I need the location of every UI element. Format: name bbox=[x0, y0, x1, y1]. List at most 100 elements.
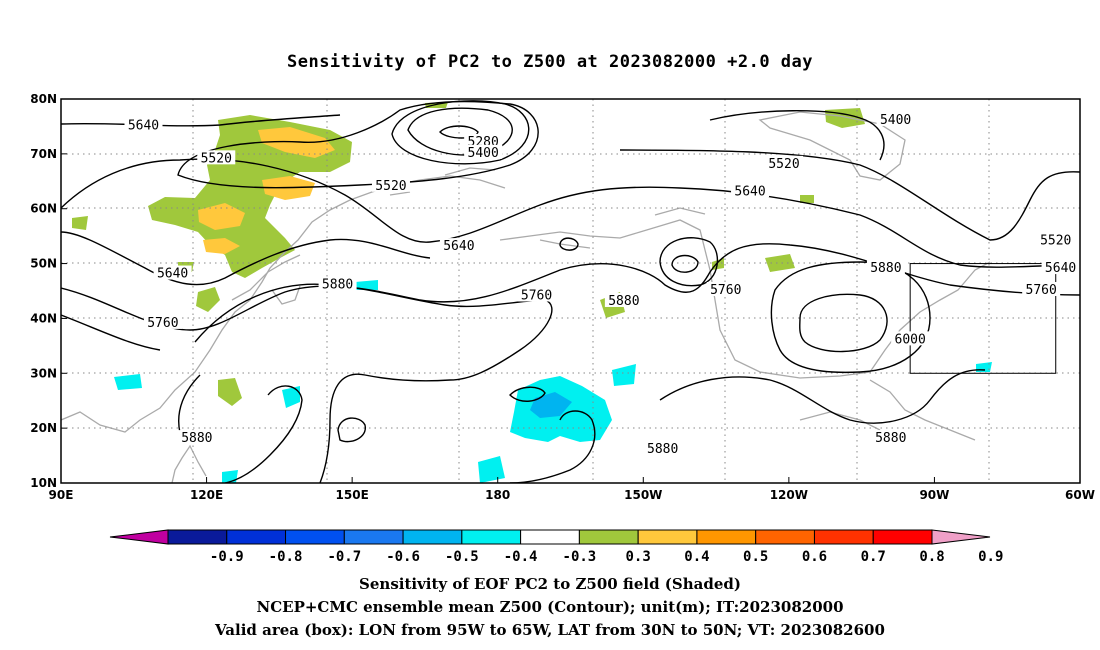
contour-label-bg bbox=[706, 282, 745, 296]
contour-label-bg bbox=[124, 117, 163, 132]
colorbar-swatch bbox=[755, 529, 815, 545]
lon-tick-label: 60W bbox=[1065, 488, 1095, 502]
lon-tick-label: 120E bbox=[190, 488, 223, 502]
contour-label-bg bbox=[177, 430, 216, 445]
lat-tick-label: 70N bbox=[30, 147, 57, 161]
contour-label-bg bbox=[876, 111, 915, 126]
lon-tick-label: 150E bbox=[336, 488, 369, 502]
figure-title: Sensitivity of PC2 to Z500 at 2023082000… bbox=[287, 52, 813, 72]
contour-label: 5520 bbox=[768, 157, 799, 172]
lat-tick-label: 30N bbox=[30, 366, 57, 380]
colorbar-label: 0.4 bbox=[684, 549, 709, 565]
positive-sensitivity-area bbox=[765, 254, 795, 272]
colorbar-swatch bbox=[813, 529, 874, 545]
contour-label: 5400 bbox=[468, 146, 499, 161]
contour-5400 bbox=[407, 107, 513, 156]
colorbar: -0.9 -0.8 -0.7 -0.6 -0.5 -0.4 -0.3 0.3 0.4 0.5 0.6… bbox=[109, 529, 1003, 565]
contour-label-bg bbox=[604, 292, 643, 307]
contour-5880 bbox=[659, 369, 986, 424]
map-frame bbox=[60, 98, 1081, 484]
contour-label-bg bbox=[517, 287, 556, 302]
contour-label: 5400 bbox=[880, 113, 911, 128]
lon-tick-label: 90W bbox=[919, 488, 949, 502]
colorbar-label: -0.4 bbox=[504, 549, 538, 565]
contour-5400 bbox=[391, 100, 530, 165]
negative-sensitivity-area bbox=[478, 456, 505, 483]
contour-5640 bbox=[61, 231, 431, 286]
contour-5880 bbox=[770, 261, 931, 374]
colorbar-swatch bbox=[637, 529, 698, 545]
contour-5280 bbox=[439, 125, 479, 139]
positive-sensitivity-area bbox=[148, 115, 352, 278]
colorbar-label: 0.8 bbox=[919, 549, 944, 565]
colorbar-label: -0.3 bbox=[563, 549, 597, 565]
contour-5880 bbox=[509, 410, 596, 483]
contour-label: 5760 bbox=[710, 283, 741, 298]
contour-5880 bbox=[224, 385, 303, 483]
positive-sensitivity-area bbox=[218, 378, 242, 406]
colorbar-swatch bbox=[343, 529, 404, 545]
contour-label: 5760 bbox=[147, 316, 178, 331]
valid-area-box bbox=[909, 263, 1057, 374]
contour-label-bg bbox=[464, 133, 503, 148]
contour-label-bg bbox=[866, 260, 905, 275]
lon-tick-label: 120W bbox=[770, 488, 808, 502]
contour-label: 5880 bbox=[608, 294, 639, 309]
contour-closed-low bbox=[659, 237, 719, 287]
contour-label: 5880 bbox=[322, 278, 353, 293]
contour-closed-low bbox=[559, 237, 579, 251]
contour-label-bg bbox=[1036, 232, 1075, 247]
contour-label-bg bbox=[871, 430, 910, 445]
contour-label: 5640 bbox=[734, 184, 765, 199]
caption-line-3: Valid area (box): LON from 95W to 65W, L… bbox=[214, 621, 885, 639]
contour-label: 5760 bbox=[521, 288, 552, 303]
colorbar-min-triangle bbox=[109, 529, 169, 545]
lat-tick-label: 50N bbox=[30, 257, 57, 271]
colorbar-swatch bbox=[696, 529, 757, 545]
colorbar-label: -0.6 bbox=[386, 549, 420, 565]
contour-5640 bbox=[61, 114, 341, 127]
lat-tick-label: 40N bbox=[30, 311, 57, 325]
colorbar-label: 0.5 bbox=[743, 549, 768, 565]
contour-label-bg bbox=[731, 183, 770, 198]
contour-label: 5520 bbox=[1040, 234, 1071, 249]
colorbar-label: -0.5 bbox=[445, 549, 479, 565]
colorbar-label: 0.6 bbox=[802, 549, 827, 565]
colorbar-label: 0.3 bbox=[626, 549, 651, 565]
colorbar-label: -0.9 bbox=[210, 549, 244, 565]
contour-label: 5640 bbox=[443, 239, 474, 254]
colorbar-label: -0.7 bbox=[327, 549, 361, 565]
negative-sensitivity-area bbox=[612, 364, 636, 386]
contour-label: 5880 bbox=[875, 431, 906, 446]
lat-tick-label: 10N bbox=[30, 476, 57, 490]
contour-label-bg bbox=[318, 276, 357, 291]
lat-tick-label: 20N bbox=[30, 421, 57, 435]
contour-5880 bbox=[337, 417, 366, 443]
lat-tick-label: 60N bbox=[30, 202, 57, 216]
contour-5760 bbox=[61, 243, 1080, 331]
contour-label: 5520 bbox=[201, 151, 232, 166]
contour-label: 5640 bbox=[128, 118, 159, 133]
colorbar-swatch bbox=[402, 529, 463, 545]
caption-line-2: NCEP+CMC ensemble mean Z500 (Contour); u… bbox=[257, 598, 844, 616]
colorbar-label: 0.9 bbox=[978, 549, 1003, 565]
contour-6000 bbox=[799, 293, 888, 353]
positive-sensitivity-area bbox=[196, 287, 220, 312]
contour-label-bg bbox=[371, 177, 410, 192]
contour-5760 bbox=[61, 314, 161, 351]
lon-tick-label: 180 bbox=[485, 488, 510, 502]
negative-sensitivity-area bbox=[282, 386, 300, 408]
contour-label-bg bbox=[891, 331, 930, 346]
contour-label-bg bbox=[464, 144, 503, 159]
contour-label-bg bbox=[439, 238, 478, 253]
contour-5520 bbox=[619, 149, 1080, 241]
colorbar-label: -0.8 bbox=[269, 549, 303, 565]
contour-label-bg bbox=[143, 314, 182, 329]
contour-label: 5640 bbox=[157, 267, 188, 282]
contour-5880 bbox=[194, 283, 553, 483]
axis-ticks: 90E 120E 150E 180 150W 120W 90W 60W 10N 20N 30N 40N… bbox=[30, 92, 1095, 502]
contour-5400 bbox=[709, 110, 885, 161]
contour-label-bg bbox=[643, 441, 682, 456]
